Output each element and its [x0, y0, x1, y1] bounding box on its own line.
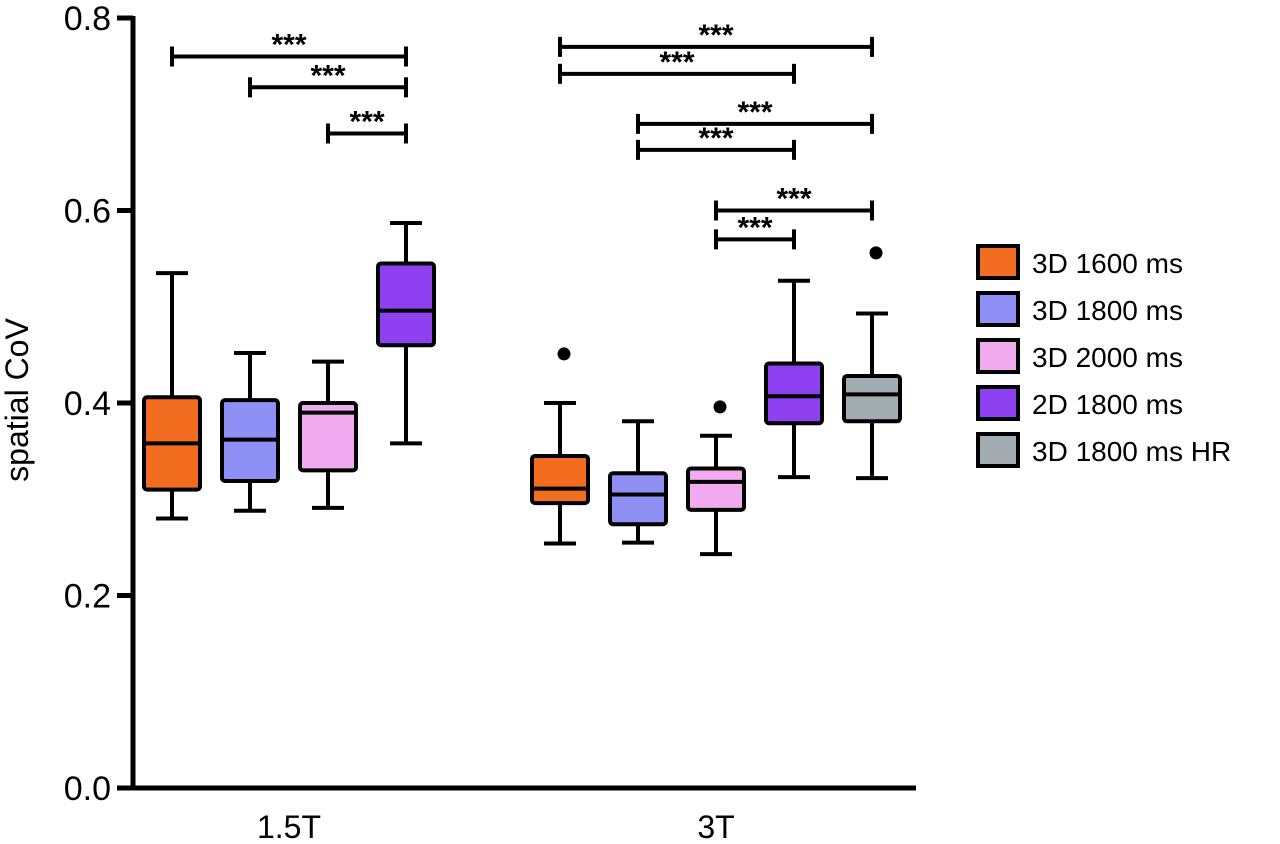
y-tick-label: 0.4 [64, 385, 111, 423]
y-tick-label: 0.8 [64, 0, 111, 38]
box-1.5T-3D-1600-ms [142, 271, 202, 521]
x-category-label: 1.5T [257, 809, 321, 844]
box-iqr [530, 453, 590, 506]
box-iqr [298, 401, 358, 473]
legend-item: 2D 1800 ms [976, 385, 1183, 421]
legend-label: 3D 1800 ms HR [1032, 436, 1231, 467]
y-tick-label: 0.0 [64, 770, 111, 808]
legend-item: 3D 1600 ms [976, 244, 1183, 280]
significance-bracket: *** [170, 29, 408, 67]
significance-label: *** [776, 183, 811, 216]
significance-bracket: *** [326, 106, 408, 144]
legend-item: 3D 2000 ms [976, 338, 1183, 374]
significance-bracket: *** [636, 122, 796, 160]
legend-swatch [976, 338, 1020, 374]
significance-bracket: *** [558, 19, 874, 57]
box-iqr [686, 466, 746, 512]
outlier-point [713, 400, 727, 414]
legend: 3D 1600 ms 3D 1800 ms 3D 2000 ms 2D 1800 ms… [976, 244, 1231, 468]
significance-label: *** [737, 211, 772, 244]
x-category-label: 3T [697, 809, 734, 844]
box-3T-3D-2000-ms [686, 400, 746, 557]
legend-item: 3D 1800 ms [976, 291, 1183, 327]
legend-swatch [976, 244, 1020, 280]
significance-label: *** [310, 59, 345, 92]
significance-label: *** [349, 106, 384, 139]
box-3T-3D-1600-ms [530, 347, 590, 546]
significance-brackets: *************************** [170, 19, 874, 250]
box-3T-3D-1800-ms [608, 419, 668, 545]
legend-item: 3D 1800 ms HR [976, 432, 1231, 468]
significance-bracket: *** [636, 96, 874, 134]
box-3T-2D-1800-ms [764, 278, 824, 480]
outlier-point [557, 347, 571, 361]
y-tick-label: 0.6 [64, 193, 111, 231]
legend-swatch [976, 432, 1020, 468]
box-1.5T-2D-1800-ms [376, 221, 436, 446]
significance-label: *** [271, 29, 306, 62]
significance-bracket: *** [248, 59, 408, 98]
box-iqr [376, 261, 436, 348]
significance-bracket: *** [714, 211, 796, 250]
significance-label: *** [698, 19, 733, 52]
box-1.5T-3D-2000-ms [298, 359, 358, 510]
legend-label: 3D 1600 ms [1032, 248, 1183, 279]
box-iqr [608, 471, 668, 527]
legend-label: 3D 2000 ms [1032, 342, 1183, 373]
y-axis-title: spatial CoV [0, 318, 35, 482]
significance-bracket: *** [558, 46, 796, 84]
legend-label: 3D 1800 ms [1032, 295, 1183, 326]
significance-label: *** [659, 46, 694, 79]
outlier-point [869, 246, 883, 260]
legend-label: 2D 1800 ms [1032, 389, 1183, 420]
significance-label: *** [737, 96, 772, 129]
legend-swatch [976, 291, 1020, 327]
significance-label: *** [698, 122, 733, 155]
boxes [142, 221, 902, 557]
box-iqr [764, 361, 824, 426]
y-tick-label: 0.2 [64, 578, 111, 616]
box-3T-3D-1800-ms-HR [842, 246, 902, 481]
box-1.5T-3D-1800-ms [220, 350, 280, 513]
x-axis-category-labels: 1.5T 3T [257, 809, 735, 844]
legend-swatch [976, 385, 1020, 421]
significance-bracket: *** [714, 183, 874, 221]
y-axis-ticks: 0.0 0.2 0.4 0.6 0.8 [64, 0, 133, 808]
box-iqr [842, 374, 902, 424]
